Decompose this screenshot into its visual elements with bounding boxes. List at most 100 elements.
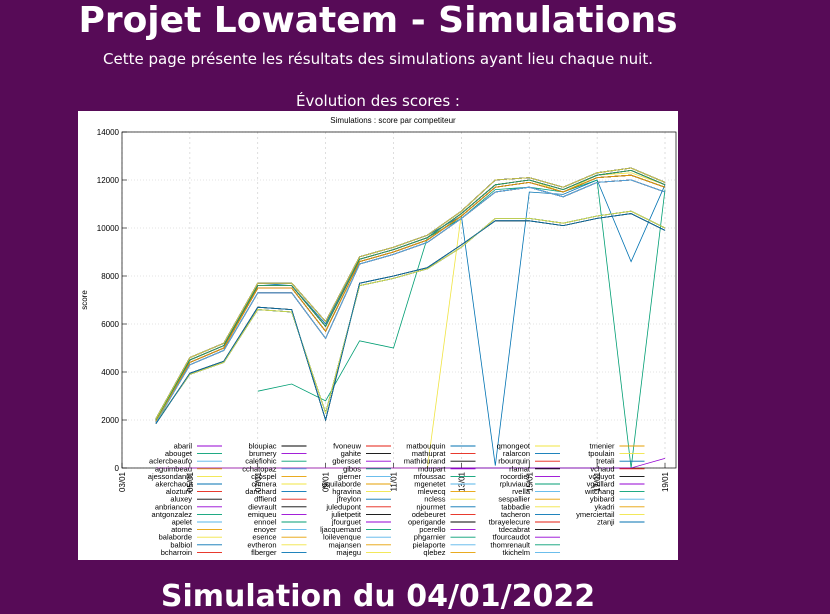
legend-label: qmongeot: [497, 442, 531, 451]
legend-label: njourmet: [416, 502, 446, 511]
legend-label: tdecabrat: [499, 525, 531, 534]
legend-label: evtheron: [247, 540, 276, 549]
y-tick-label: 0: [115, 464, 120, 473]
chart-title: Simulations : score par competiteur: [330, 116, 456, 125]
x-tick-label: 09/01: [322, 471, 331, 492]
legend-label: dievrault: [248, 502, 277, 511]
legend-label: dffiend: [254, 495, 276, 504]
legend-label: calefiohic: [245, 457, 277, 466]
legend-label: loilevenque: [323, 533, 361, 542]
legend-label: emiqueu: [248, 510, 277, 519]
x-tick-label: 17/01: [593, 471, 602, 492]
legend-label: tretali: [596, 457, 615, 466]
simulation-date: Simulation du 04/01/2022: [161, 579, 595, 614]
legend-label: rocordier: [500, 472, 530, 481]
legend-label: balbiol: [170, 540, 192, 549]
legend-label: aclercbeaufo: [149, 457, 192, 466]
legend-label: vchaud: [590, 464, 614, 473]
series-line: [155, 210, 666, 423]
legend-label: tkichelm: [502, 548, 530, 557]
x-tick-label: 19/01: [661, 471, 670, 492]
legend-label: ccospel: [251, 472, 277, 481]
legend-label: danchard: [245, 487, 276, 496]
x-tick-label: 05/01: [186, 471, 195, 492]
x-tick-label: 13/01: [457, 471, 466, 492]
legend-label: ztanji: [597, 518, 615, 527]
y-tick-label: 14000: [97, 128, 120, 137]
legend-label: gibos: [343, 464, 361, 473]
x-tick-label: 15/01: [525, 471, 534, 492]
legend-label: mathuprat: [412, 449, 447, 458]
legend-label: balaborde: [159, 533, 192, 542]
legend-label: alozturk: [166, 487, 193, 496]
legend-label: chmera: [251, 480, 277, 489]
legend-label: apelet: [172, 518, 193, 527]
chart: Simulations : score par competiteur scor…: [78, 111, 678, 560]
legend-label: rlamat: [509, 464, 531, 473]
series-line: [155, 213, 666, 424]
legend-label: anbriancon: [155, 502, 192, 511]
legend-label: mdupart: [418, 464, 446, 473]
legend-label: rbourquin: [498, 457, 530, 466]
legend-label: atome: [171, 525, 192, 534]
legend-label: cchatopaz: [242, 464, 276, 473]
y-tick-label: 6000: [101, 320, 119, 329]
legend-label: thomrenault: [490, 540, 531, 549]
x-tick-label: 11/01: [390, 471, 399, 491]
legend-label: ybibard: [590, 495, 615, 504]
series-line: [155, 167, 666, 419]
legend-label: fvoneuw: [333, 442, 362, 451]
x-tick-label: 07/01: [254, 471, 263, 492]
legend-label: gierner: [338, 472, 362, 481]
legend-label: ncless: [424, 495, 446, 504]
y-tick-label: 8000: [101, 272, 119, 281]
legend-label: vcouyot: [589, 472, 616, 481]
legend-label: ennoel: [254, 518, 277, 527]
legend-label: operigande: [408, 518, 446, 527]
legend-label: bloupiac: [249, 442, 277, 451]
x-tick-label: 03/01: [118, 471, 127, 492]
legend-label: rvella: [512, 487, 531, 496]
legend-label: ymerciertail: [576, 510, 615, 519]
legend-label: flberger: [251, 548, 277, 557]
series-line: [155, 458, 666, 469]
legend-label: ljacquemard: [320, 525, 361, 534]
legend-label: antgonzalez: [152, 510, 193, 519]
legend-label: witchang: [584, 487, 615, 496]
page-title: Projet Lowatem - Simulations: [78, 0, 677, 41]
legend-label: odebeuret: [412, 510, 447, 519]
legend-label: pielaporte: [413, 540, 446, 549]
legend-label: mlevecq: [418, 487, 446, 496]
legend-label: majansen: [328, 540, 361, 549]
legend-label: rpluviaud: [500, 480, 530, 489]
legend-label: gquilaborde: [322, 480, 361, 489]
legend-label: hgravina: [332, 487, 362, 496]
legend-label: jfreylon: [336, 495, 361, 504]
legend-label: ajessondanie: [148, 472, 192, 481]
legend-label: enoyer: [254, 525, 277, 534]
legend-label: juledupont: [325, 502, 362, 511]
legend-label: esence: [252, 533, 276, 542]
legend-label: tmenier: [589, 442, 615, 451]
legend-label: gahite: [341, 449, 361, 458]
legend-label: aluxey: [170, 495, 192, 504]
y-tick-label: 12000: [97, 176, 120, 185]
legend-label: akerchaoui: [155, 480, 192, 489]
legend-label: aguimbeau: [155, 464, 192, 473]
y-tick-label: 4000: [101, 368, 119, 377]
legend-label: matbouquin: [406, 442, 445, 451]
legend-label: brumery: [249, 449, 277, 458]
legend-label: ykadri: [594, 502, 614, 511]
legend-label: pcerello: [419, 525, 445, 534]
y-tick-label: 2000: [101, 416, 119, 425]
legend-label: gbersset: [332, 457, 362, 466]
series-line: [155, 179, 666, 423]
legend-label: ralarcon: [503, 449, 530, 458]
y-axis-label: score: [80, 290, 89, 310]
y-tick-label: 10000: [97, 224, 120, 233]
legend-label: tbrayelecure: [489, 518, 530, 527]
legend-label: majegu: [336, 548, 361, 557]
chart-caption: Évolution des scores :: [296, 91, 460, 110]
